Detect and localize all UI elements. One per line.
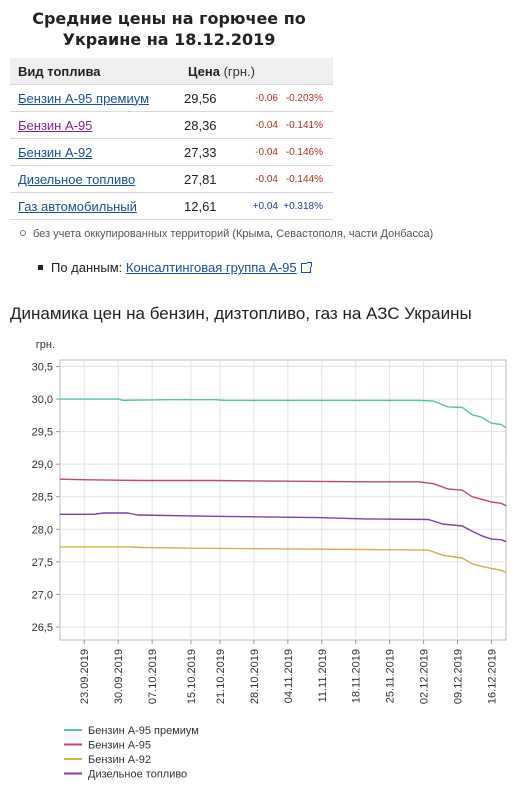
y-tick-label: 30,0 bbox=[32, 394, 53, 406]
x-tick-label: 21.10.2019 bbox=[215, 649, 227, 704]
series-line bbox=[59, 478, 507, 507]
y-tick-label: 29,0 bbox=[32, 459, 53, 471]
price-cell: 28,36 bbox=[180, 111, 236, 139]
price-table: Вид топлива Цена (грн.) Бензин А-95 прем… bbox=[10, 58, 333, 220]
table-row: Бензин А-95 премиум 29,56 -0.06 -0.203% bbox=[10, 84, 333, 112]
page-title: Средние цены на горючее по Украине на 18… bbox=[32, 9, 306, 49]
legend-entry: Бензин А-92 bbox=[88, 754, 151, 766]
change-cell: -0.04 bbox=[236, 111, 282, 139]
y-tick-label: 28,5 bbox=[32, 492, 53, 504]
source-line: По данным: Консалтинговая группа А-95 bbox=[38, 260, 312, 275]
legend-entry: Бензин А-95 премиум bbox=[88, 725, 199, 737]
price-header-label: Цена bbox=[188, 63, 220, 79]
y-tick-label: 27,5 bbox=[32, 557, 53, 569]
change-cell: +0.04 bbox=[236, 192, 282, 220]
source-prefix: По данным: bbox=[51, 260, 123, 275]
square-bullet-icon bbox=[38, 265, 43, 271]
fuel-name-cell: Бензин А-95 премиум bbox=[10, 84, 180, 112]
table-row: Дизельное топливо 27,81 -0.04 -0.144% bbox=[10, 165, 333, 193]
y-axis-label: грн. bbox=[36, 339, 55, 351]
x-tick-label: 30.09.2019 bbox=[113, 649, 125, 704]
x-tick-label: 28.10.2019 bbox=[249, 649, 261, 704]
x-tick-label: 11.11.2019 bbox=[317, 649, 329, 702]
fuel-name-cell: Дизельное топливо bbox=[10, 165, 180, 193]
series-line bbox=[60, 398, 507, 429]
change-cell: -0.04 bbox=[236, 138, 282, 166]
price-cell: 29,56 bbox=[180, 84, 236, 112]
change-cell: -0.04 bbox=[236, 165, 282, 193]
x-tick-label: 04.11.2019 bbox=[283, 649, 295, 703]
table-row: Газ автомобильный 12,61 +0.04 +0.318% bbox=[10, 192, 333, 220]
y-tick-label: 30,5 bbox=[32, 362, 53, 374]
percent-cell: -0.141% bbox=[282, 111, 333, 139]
column-header-fuel: Вид топлива bbox=[10, 58, 180, 85]
fuel-link[interactable]: Дизельное топливо bbox=[18, 171, 136, 187]
percent-cell: -0.146% bbox=[282, 138, 333, 166]
percent-cell: -0.144% bbox=[282, 165, 333, 193]
x-tick-label: 09.12.2019 bbox=[453, 649, 465, 704]
plot-area bbox=[59, 359, 507, 641]
chart-title: Динамика цен на бензин, дизтопливо, газ … bbox=[10, 304, 472, 323]
x-tick-label: 18.11.2019 bbox=[351, 649, 363, 703]
y-tick-label: 26,5 bbox=[32, 622, 53, 634]
source-link[interactable]: Консалтинговая группа А-95 bbox=[125, 260, 297, 275]
percent-cell: +0.318% bbox=[282, 192, 333, 220]
note-text: без учета оккупированных территорий (Кры… bbox=[33, 228, 434, 240]
table-row: Бензин А-92 27,33 -0.04 -0.146% bbox=[10, 138, 333, 166]
fuel-link[interactable]: Бензин А-92 bbox=[18, 144, 93, 160]
price-cell: 27,81 bbox=[180, 165, 236, 193]
fuel-link[interactable]: Бензин А-95 bbox=[18, 117, 93, 133]
x-tick-label: 25.11.2019 bbox=[385, 649, 397, 703]
x-tick-label: 23.09.2019 bbox=[79, 649, 91, 704]
y-tick-label: 28,0 bbox=[32, 524, 53, 536]
price-dynamics-chart: 30,5 30,0 29,5 29,0 28,5 28,0 27,5 27,0 26,5 грн.… bbox=[32, 339, 507, 781]
price-header-unit: (грн.) bbox=[223, 63, 256, 79]
fuel-name-cell: Газ автомобильный bbox=[10, 192, 180, 220]
legend-entry: Бензин А-95 bbox=[88, 740, 151, 752]
percent-cell: -0.203% bbox=[282, 84, 333, 112]
price-cell: 27,33 bbox=[180, 138, 236, 166]
y-tick-label: 29,5 bbox=[32, 427, 53, 439]
x-tick-label: 15.10.2019 bbox=[186, 649, 198, 704]
series-line bbox=[60, 512, 507, 543]
table-row: Бензин А-95 28,36 -0.04 -0.141% bbox=[10, 111, 333, 139]
territory-note: без учета оккупированных территорий (Кры… bbox=[20, 228, 433, 240]
price-cell: 12,61 bbox=[180, 192, 236, 220]
legend-entry: Дизельное топливо bbox=[88, 769, 187, 781]
fuel-name-cell: Бензин А-95 bbox=[10, 111, 180, 139]
fuel-link[interactable]: Бензин А-95 премиум bbox=[18, 90, 150, 106]
x-tick-label: 02.12.2019 bbox=[419, 649, 431, 704]
table-header-row: Вид топлива Цена (грн.) bbox=[10, 58, 333, 85]
external-link-icon[interactable] bbox=[300, 262, 312, 273]
fuel-link[interactable]: Газ автомобильный bbox=[18, 198, 137, 214]
change-cell: -0.06 bbox=[236, 84, 282, 112]
x-tick-label: 16.12.2019 bbox=[486, 649, 498, 704]
x-tick-label: 07.10.2019 bbox=[147, 649, 159, 704]
fuel-name-cell: Бензин А-92 bbox=[10, 138, 180, 166]
series-line bbox=[60, 546, 507, 574]
y-tick-label: 27,0 bbox=[32, 589, 53, 601]
column-header-price: Цена (грн.) bbox=[180, 58, 333, 85]
circle-bullet-icon bbox=[20, 230, 26, 237]
